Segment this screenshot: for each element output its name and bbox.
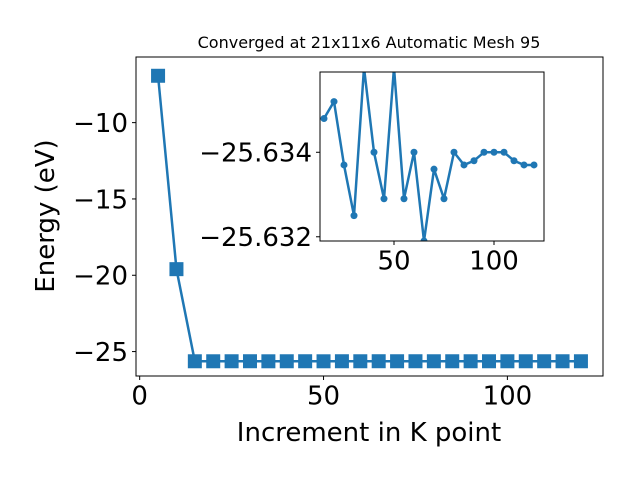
- inset-data-point: [480, 148, 488, 156]
- main-data-point: [573, 354, 588, 369]
- inset-data-point: [500, 148, 508, 156]
- main-x-tick-label: 50: [307, 382, 340, 412]
- inset-axes-frame: [319, 71, 545, 242]
- inset-data-point: [340, 161, 348, 169]
- main-data-point: [187, 354, 202, 369]
- main-data-point: [151, 68, 166, 83]
- inset-data-point: [460, 161, 468, 169]
- main-axes-frame: [135, 56, 604, 377]
- inset-y-tick-label: −25.634: [199, 139, 312, 169]
- inset-data-point: [420, 237, 428, 241]
- main-x-tick-label: 0: [131, 382, 148, 412]
- inset-data-point: [400, 195, 408, 203]
- inset-data-point: [330, 98, 338, 106]
- y-axis-label: Energy (eV): [31, 139, 61, 292]
- main-data-point: [224, 354, 239, 369]
- main-data-point: [206, 354, 221, 369]
- main-data-point: [169, 262, 184, 277]
- inset-x-tick-label: 100: [469, 247, 519, 277]
- main-data-point: [482, 354, 497, 369]
- inset-data-point: [470, 157, 478, 165]
- main-y-tick-label: −20: [73, 262, 128, 292]
- main-data-group: [151, 68, 588, 369]
- inset-data-point: [530, 161, 538, 169]
- inset-data-point: [440, 195, 448, 203]
- main-x-tick-label: 100: [483, 382, 533, 412]
- inset-data-point: [370, 148, 378, 156]
- main-data-point: [500, 354, 515, 369]
- main-data-point: [261, 354, 276, 369]
- main-data-point: [408, 354, 423, 369]
- main-data-point: [555, 354, 570, 369]
- inset-data-point: [380, 195, 388, 203]
- inset-y-tick-label: −25.632: [199, 223, 312, 253]
- main-y-tick-label: −15: [73, 185, 128, 215]
- main-data-point: [518, 354, 533, 369]
- inset-data-point: [520, 161, 528, 169]
- main-data-point: [390, 354, 405, 369]
- main-data-point: [316, 354, 331, 369]
- inset-data-point: [410, 148, 418, 156]
- main-y-tick-label: −25: [73, 338, 128, 368]
- inset-data-point: [490, 148, 498, 156]
- inset-data-point: [320, 114, 328, 122]
- inset-x-tick-label: 50: [377, 247, 410, 277]
- main-data-point: [445, 354, 460, 369]
- main-data-point: [426, 354, 441, 369]
- inset-data-point: [430, 165, 438, 173]
- inset-data-point: [450, 148, 458, 156]
- main-y-tick-label: −10: [73, 109, 128, 139]
- main-data-point: [298, 354, 313, 369]
- main-data-point: [242, 354, 257, 369]
- main-data-point: [463, 354, 478, 369]
- chart-title: Converged at 21x11x6 Automatic Mesh 95: [198, 33, 541, 52]
- main-data-point: [371, 354, 386, 369]
- inset-data-point: [510, 157, 518, 165]
- inset-data-point: [350, 212, 358, 220]
- main-data-point: [537, 354, 552, 369]
- inset-series-line: [322, 72, 534, 241]
- main-data-point: [353, 354, 368, 369]
- x-axis-label: Increment in K point: [237, 418, 501, 448]
- main-data-point: [279, 354, 294, 369]
- inset-data-group: [320, 72, 538, 241]
- main-data-point: [334, 354, 349, 369]
